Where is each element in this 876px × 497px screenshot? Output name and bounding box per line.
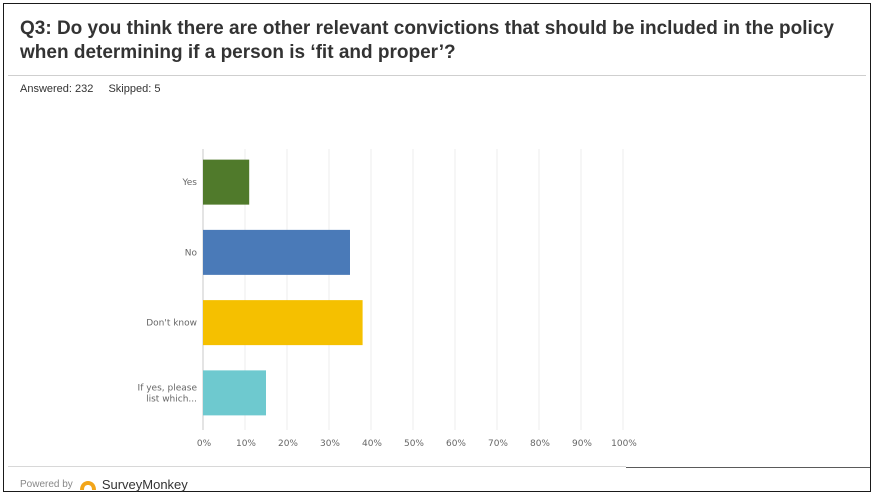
answered-count: Answered: 232 [20,83,94,95]
category-label: Yes [181,178,197,188]
surveymonkey-logo-icon [79,480,96,490]
powered-by: Powered by SurveyMonkey [20,477,188,492]
footer-divider-dark [626,467,870,468]
category-label: If yes, please [138,383,198,393]
x-tick-label: 80% [530,439,550,449]
x-tick-label: 30% [320,439,340,449]
skipped-count: Skipped: 5 [108,83,161,95]
x-tick-label: 10% [236,439,256,449]
title-divider [8,75,866,76]
bar-1 [203,159,250,205]
category-label: list which... [146,394,197,404]
bar-3 [203,300,363,346]
bar-chart: 0% 10% 20% 30% 40% 50% 60% 70% 80% 90% 100% Yes No Do… [138,149,637,449]
x-tick-label: 70% [488,439,508,449]
survey-panel: Q3: Do you think there are other relevan… [3,3,871,492]
x-tick-label: 90% [572,439,592,449]
footer-divider [8,466,626,467]
x-tick-label: 40% [362,439,382,449]
powered-by-label: Powered by [20,479,73,490]
x-tick-label: 100% [611,439,637,449]
surveymonkey-brand: SurveyMonkey [101,477,188,492]
x-tick-label: 20% [278,439,298,449]
question-title: Q3: Do you think there are other relevan… [20,18,834,63]
x-tick-label: 50% [404,439,424,449]
category-label: No [185,248,198,258]
category-label: Don't know [146,319,197,329]
x-tick-label: 60% [446,439,466,449]
response-stats: Answered: 232 Skipped: 5 [20,83,172,95]
x-tick-label: 0% [197,439,212,449]
bar-2 [203,229,350,275]
bar-4 [203,370,266,416]
